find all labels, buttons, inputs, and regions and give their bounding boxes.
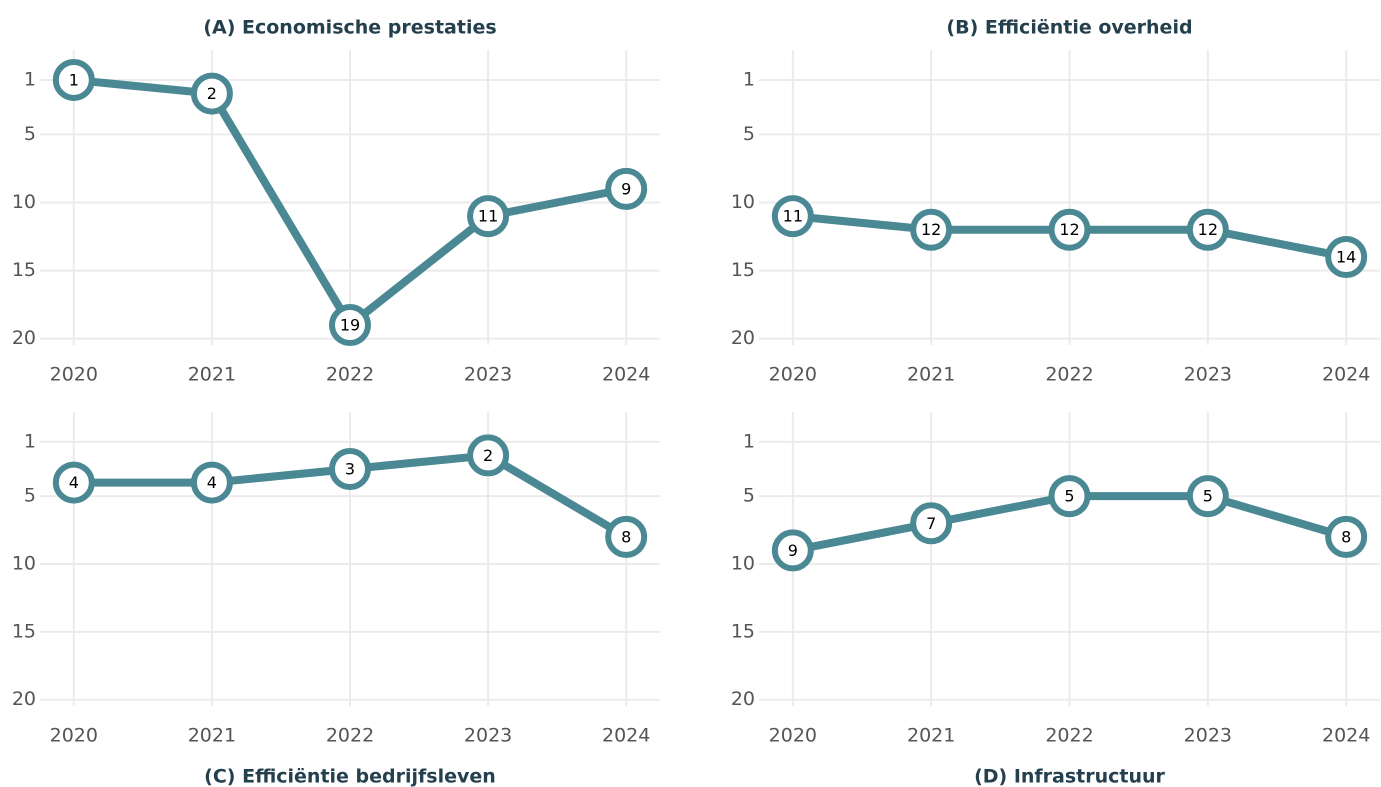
point [1325, 515, 1368, 558]
point [329, 304, 371, 347]
point-label: 8 [621, 527, 631, 546]
point [190, 461, 233, 504]
point [1048, 475, 1091, 518]
y-tick-label: 20 [731, 688, 755, 710]
point-label: 9 [788, 541, 798, 560]
point [605, 167, 648, 210]
panel-title: (C) Efficiëntie bedrijfsleven [204, 766, 496, 787]
y-tick-label: 5 [24, 123, 36, 145]
x-tick-label: 2022 [1045, 364, 1093, 386]
point-label: 3 [345, 460, 355, 479]
y-tick-label: 15 [12, 259, 36, 281]
y-tick-label: 1 [743, 68, 755, 90]
x-tick-label: 2020 [50, 725, 98, 747]
y-tick-label: 1 [24, 68, 36, 90]
x-tick-label: 2020 [769, 725, 817, 747]
point-label: 11 [478, 207, 498, 226]
panel-title: (B) Efficiëntie overheid [946, 17, 1192, 39]
y-tick-label: 20 [12, 327, 36, 349]
point [52, 461, 95, 504]
x-tick-label: 2022 [1045, 725, 1093, 747]
x-tick-label: 2021 [907, 725, 955, 747]
point-label: 12 [1059, 220, 1079, 239]
y-tick-label: 10 [731, 553, 755, 575]
point [1325, 235, 1368, 278]
point [467, 434, 510, 477]
point [771, 529, 814, 572]
point-label: 19 [340, 316, 360, 335]
point-label: 8 [1341, 527, 1351, 546]
panel-title: (D) Infrastructuur [974, 766, 1165, 787]
point [605, 515, 648, 558]
y-tick-label: 15 [731, 620, 755, 642]
point-label: 7 [926, 514, 936, 533]
y-tick-label: 20 [731, 327, 755, 349]
x-tick-label: 2022 [326, 364, 374, 386]
point-label: 2 [207, 84, 217, 103]
x-tick-label: 2024 [602, 725, 650, 747]
point-label: 14 [1336, 247, 1356, 266]
x-tick-label: 2023 [1184, 725, 1232, 747]
point [771, 195, 814, 238]
y-tick-label: 5 [24, 485, 36, 507]
y-tick-label: 5 [743, 123, 755, 145]
x-tick-label: 2023 [464, 364, 512, 386]
point [1048, 208, 1091, 251]
point [910, 208, 953, 251]
x-tick-label: 2021 [188, 725, 236, 747]
x-tick-label: 2021 [188, 364, 236, 386]
x-tick-label: 2022 [326, 725, 374, 747]
point [190, 72, 233, 115]
y-tick-label: 15 [12, 620, 36, 642]
point [52, 58, 95, 101]
point [329, 448, 371, 490]
y-tick-label: 1 [743, 430, 755, 452]
x-tick-label: 2020 [769, 364, 817, 386]
point-label: 11 [783, 207, 803, 226]
y-tick-label: 1 [24, 430, 36, 452]
point-label: 12 [921, 220, 941, 239]
x-tick-label: 2024 [602, 364, 650, 386]
point [910, 502, 953, 545]
panel-title: (A) Economische prestaties [203, 17, 496, 39]
x-tick-label: 2024 [1322, 364, 1370, 386]
y-tick-label: 10 [731, 191, 755, 213]
point-label: 1 [69, 70, 79, 89]
point-label: 2 [483, 446, 493, 465]
point-label: 5 [1203, 487, 1213, 506]
x-tick-label: 2023 [1184, 364, 1232, 386]
x-tick-label: 2023 [464, 725, 512, 747]
point-label: 12 [1198, 220, 1218, 239]
point [1186, 208, 1229, 251]
x-tick-label: 2021 [907, 364, 955, 386]
y-tick-label: 15 [731, 259, 755, 281]
point-label: 4 [207, 473, 217, 492]
point [1186, 475, 1229, 518]
y-tick-label: 5 [743, 485, 755, 507]
x-tick-label: 2020 [50, 364, 98, 386]
point [467, 195, 510, 238]
x-tick-label: 2024 [1322, 725, 1370, 747]
y-tick-label: 10 [12, 553, 36, 575]
y-tick-label: 10 [12, 191, 36, 213]
point-label: 5 [1064, 487, 1074, 506]
point-label: 4 [69, 473, 79, 492]
point-label: 9 [621, 179, 631, 198]
y-tick-label: 20 [12, 688, 36, 710]
